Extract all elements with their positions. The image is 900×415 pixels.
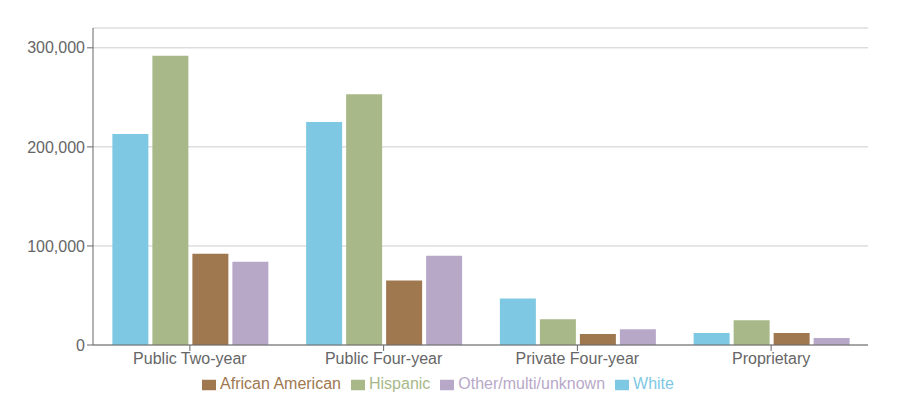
svg-text:100,000: 100,000: [27, 238, 85, 255]
html-text:African American: African American: [220, 375, 341, 392]
html-text:White: White: [633, 375, 674, 392]
svg-text:200,000: 200,000: [27, 139, 85, 156]
svg-text:300,000: 300,000: [27, 39, 85, 56]
svg-text:Public Two-year: Public Two-year: [133, 350, 247, 367]
svg-text:Public Four-year: Public Four-year: [325, 350, 443, 367]
svg-text:0: 0: [76, 337, 85, 354]
html-text:Hispanic: Hispanic: [369, 375, 431, 392]
svg-text:Private Four-year: Private Four-year: [516, 350, 640, 367]
html-text:Other/multi/unknown: Other/multi/unknown: [458, 375, 606, 392]
svg-text:Proprietary: Proprietary: [732, 350, 810, 367]
